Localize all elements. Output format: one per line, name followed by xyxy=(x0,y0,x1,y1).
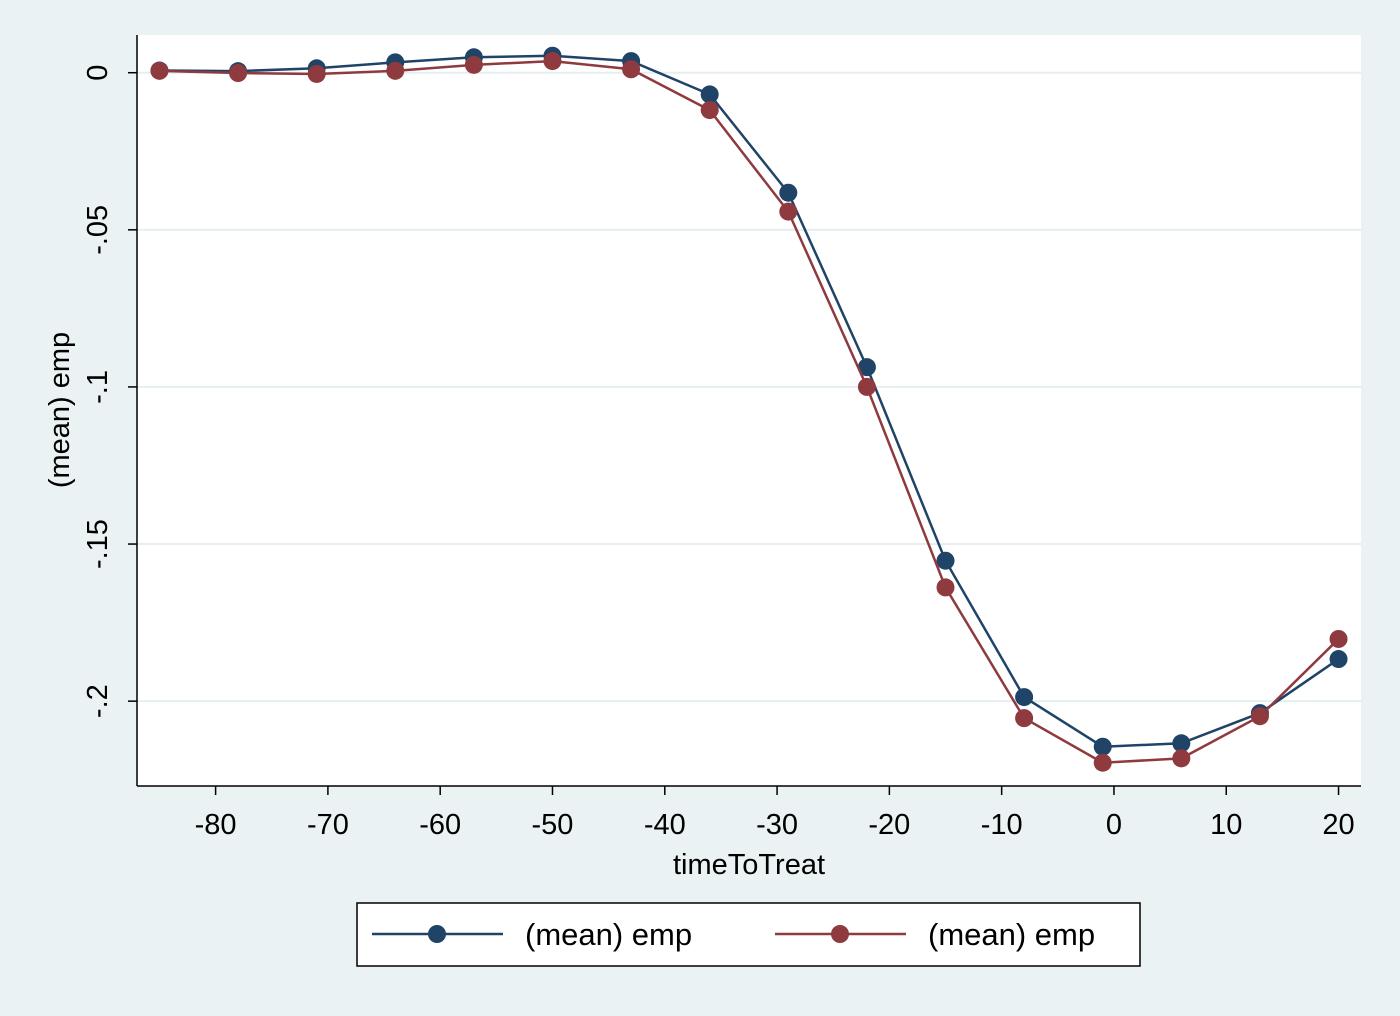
data-point xyxy=(1015,709,1034,728)
data-point xyxy=(1093,753,1112,772)
y-axis-title: (mean) emp xyxy=(44,332,76,488)
data-point xyxy=(1172,734,1191,753)
y-tick-label: -.2 xyxy=(82,684,114,718)
data-point xyxy=(700,85,719,104)
x-tick-label: -80 xyxy=(195,809,237,841)
grid-lines xyxy=(137,71,1361,703)
legend-marker xyxy=(831,925,849,943)
data-point xyxy=(307,64,326,83)
data-point xyxy=(464,55,483,74)
legend: (mean) emp (mean) emp xyxy=(356,902,1141,967)
data-point xyxy=(622,60,641,79)
series-2 xyxy=(150,52,1348,772)
data-point xyxy=(857,358,876,377)
data-point xyxy=(229,64,248,83)
data-point xyxy=(936,578,955,597)
series-line xyxy=(159,54,1340,748)
series-line xyxy=(159,59,1340,765)
data-point xyxy=(779,183,798,202)
series-group xyxy=(150,46,1348,772)
plot-area xyxy=(137,35,1361,786)
y-tick-label: -.15 xyxy=(82,519,114,569)
x-tick-label: -60 xyxy=(419,809,461,841)
data-point xyxy=(779,202,798,221)
legend-label: (mean) emp xyxy=(928,917,1095,952)
y-ticks: 0 -.05 -.1 -.15 -.2 xyxy=(82,65,137,718)
x-tick-label: -20 xyxy=(868,809,910,841)
axes xyxy=(136,35,1361,787)
data-point xyxy=(936,551,955,570)
y-tick-label: 0 xyxy=(82,65,114,81)
y-tick-label: -.05 xyxy=(82,205,114,255)
data-point xyxy=(1172,749,1191,768)
x-tick-label: -70 xyxy=(307,809,349,841)
legend-items: (mean) emp (mean) emp xyxy=(372,917,1095,952)
x-tick-label: 10 xyxy=(1210,809,1242,841)
data-point xyxy=(150,61,169,80)
data-point xyxy=(1093,737,1112,756)
x-tick-label: -50 xyxy=(532,809,574,841)
data-point xyxy=(1329,650,1348,669)
x-tick-label: -30 xyxy=(756,809,798,841)
data-point xyxy=(386,61,405,80)
legend-label: (mean) emp xyxy=(525,917,692,952)
data-point xyxy=(1015,688,1034,707)
legend-marker xyxy=(428,925,446,943)
x-tick-label: 0 xyxy=(1106,809,1122,841)
x-tick-label: 20 xyxy=(1322,809,1354,841)
x-axis-title: timeToTreat xyxy=(673,849,825,881)
data-point xyxy=(700,101,719,120)
data-point xyxy=(543,52,562,71)
x-ticks: -80 -70 -60 -50 -40 -30 -20 -10 0 10 20 xyxy=(195,786,1355,841)
data-point xyxy=(1250,707,1269,726)
x-tick-label: -10 xyxy=(981,809,1023,841)
x-tick-label: -40 xyxy=(644,809,686,841)
data-point xyxy=(1329,629,1348,648)
data-point xyxy=(857,377,876,396)
y-tick-label: -.1 xyxy=(82,370,114,404)
